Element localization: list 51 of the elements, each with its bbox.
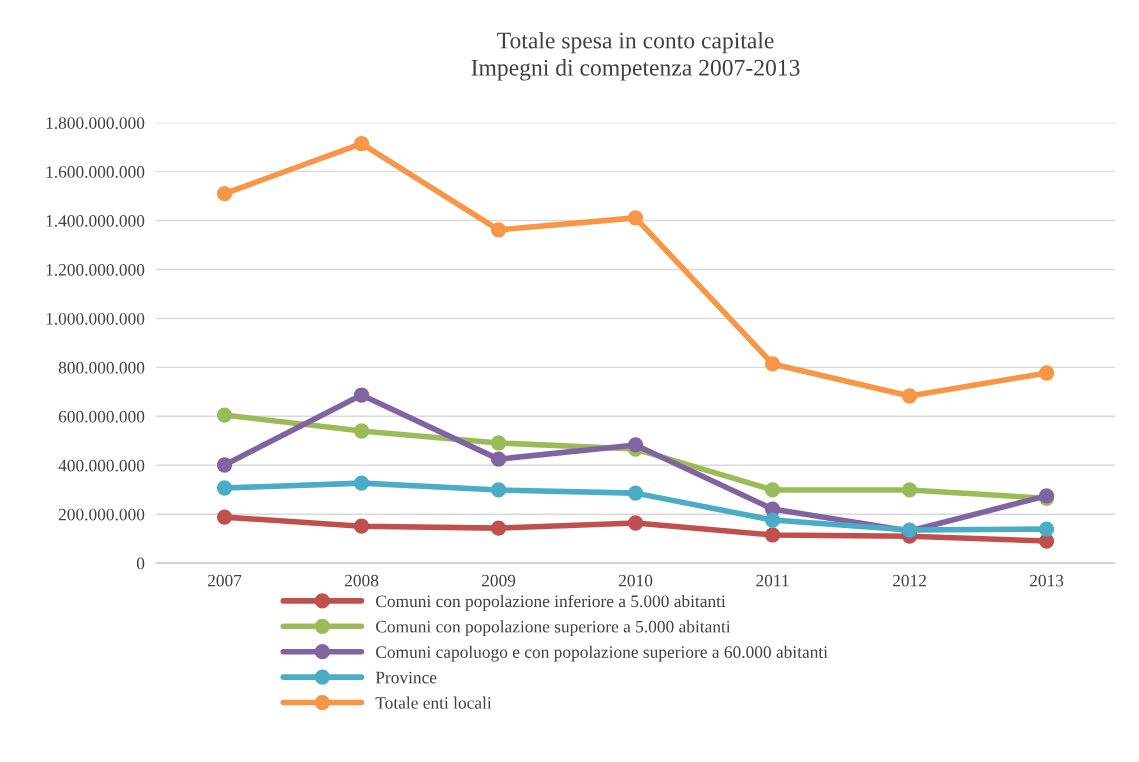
point xyxy=(1038,365,1055,381)
y-tick-label: 1.400.000.000 xyxy=(46,215,145,227)
x-tick-label: 2007 xyxy=(207,574,242,587)
x-tick-label: 2010 xyxy=(618,574,653,587)
point xyxy=(353,387,370,403)
y-tick-label: 200.000.000 xyxy=(58,508,145,521)
point xyxy=(216,509,233,525)
legend-label: Province xyxy=(375,671,437,684)
y-tick-label: 1.800.000.000 xyxy=(46,117,145,129)
y-tick-label: 1.200.000.000 xyxy=(46,263,145,276)
point xyxy=(490,222,507,238)
point xyxy=(216,457,233,473)
legend-label: Comuni con popolazione inferiore a 5.000 abitanti xyxy=(376,594,726,611)
x-tick-label: 2013 xyxy=(1029,574,1064,587)
point xyxy=(1038,533,1055,549)
point xyxy=(901,482,918,498)
legend-label: Comuni con popolazione superiore a 5.000 abitanti xyxy=(376,620,731,637)
point xyxy=(490,451,507,467)
chart-title: Totale spesa in conto capitale Impegni di competenza 2007-2013 xyxy=(471,31,800,81)
y-tick-label: 1.600.000.000 xyxy=(46,166,145,178)
point xyxy=(490,435,507,451)
point xyxy=(901,388,918,404)
y-tick-label: 1.000.000.000 xyxy=(46,312,145,325)
point xyxy=(627,437,644,453)
point xyxy=(216,480,233,496)
legend-label: Totale enti locali xyxy=(375,696,492,709)
point xyxy=(627,485,644,501)
point xyxy=(353,475,370,491)
x-tick-label: 2012 xyxy=(892,574,926,587)
point xyxy=(627,210,644,226)
point xyxy=(353,518,370,534)
point xyxy=(764,512,781,528)
x-tick-label: 2011 xyxy=(756,574,789,587)
y-tick-label: 800.000.000 xyxy=(58,361,145,374)
x-tick-label: 2009 xyxy=(481,574,516,587)
y-tick-label: 400.000.000 xyxy=(58,459,145,472)
point xyxy=(764,482,781,498)
point xyxy=(490,482,507,498)
point xyxy=(490,520,507,536)
point xyxy=(216,186,233,202)
legend-label: Comuni capoluogo e con popolazione superiore a 60.000 abitanti xyxy=(376,645,828,662)
y-tick-label: 0 xyxy=(136,557,145,570)
point xyxy=(627,515,644,531)
point xyxy=(216,407,233,423)
x-tick-label: 2008 xyxy=(344,574,379,587)
point xyxy=(1038,521,1055,537)
point xyxy=(764,356,781,372)
point xyxy=(764,527,781,543)
y-tick-label: 600.000.000 xyxy=(58,410,145,423)
point xyxy=(353,423,370,439)
point xyxy=(353,136,370,152)
